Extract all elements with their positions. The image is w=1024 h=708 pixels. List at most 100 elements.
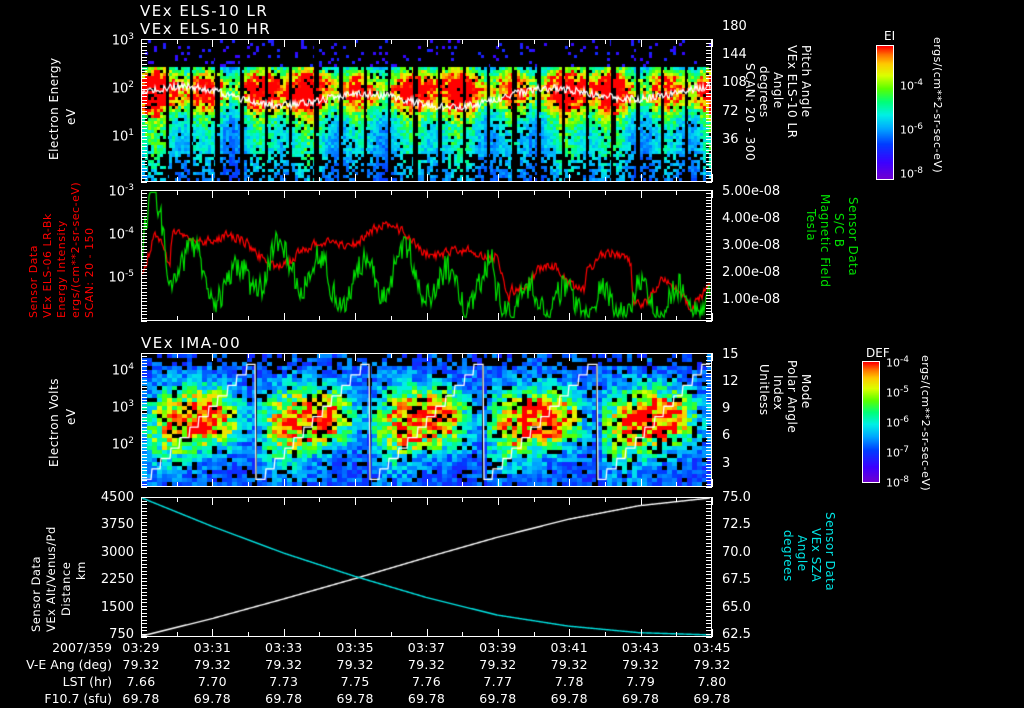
- axis-tick-x: [641, 313, 642, 321]
- axis-tick: [706, 259, 712, 260]
- axis-tick-x: [177, 353, 178, 358]
- axis-tick: [141, 96, 147, 97]
- axis-tick: [141, 200, 147, 201]
- panel4-ytick-4500: 4500: [100, 490, 134, 505]
- panel3-ytick-3: 103: [82, 399, 134, 415]
- axis-tick: [141, 588, 147, 589]
- axis-tick: [141, 546, 147, 547]
- tick-mantissa: 10: [900, 123, 914, 137]
- axis-tick: [141, 301, 147, 302]
- axis-tick: [706, 298, 712, 299]
- axis-tick: [706, 387, 712, 388]
- panel2-right-tick-0: 5.00e-08: [722, 184, 781, 199]
- axis-tick: [141, 82, 147, 83]
- axis-tick: [706, 190, 712, 191]
- axis-tick: [706, 150, 712, 151]
- axis-tick-x: [212, 190, 213, 198]
- axis-tick: [141, 107, 147, 108]
- axis-tick: [706, 403, 712, 404]
- tick-mantissa: 10: [886, 416, 900, 430]
- axis-tick-x: [498, 479, 499, 487]
- axis-tick: [141, 420, 147, 421]
- axis-tick-x: [676, 316, 677, 321]
- tick-exponent: -8: [914, 166, 923, 176]
- axis-tick: [706, 85, 712, 86]
- axis-tick: [706, 599, 712, 600]
- axis-tick: [141, 146, 147, 147]
- axis-tick: [141, 295, 147, 296]
- axis-tick: [141, 407, 147, 408]
- axis-tick-x: [319, 482, 320, 487]
- axis-tick-x: [177, 632, 178, 637]
- axis-tick-x: [248, 177, 249, 182]
- ve-ang-value: 79.32: [693, 657, 731, 672]
- axis-tick-x: [355, 629, 356, 637]
- axis-tick: [141, 46, 147, 47]
- axis-tick-x: [141, 174, 142, 182]
- panel1-colorbar-title: EI: [884, 29, 896, 43]
- axis-tick: [706, 497, 712, 498]
- axis-tick: [141, 417, 147, 418]
- axis-tick-x: [676, 632, 677, 637]
- lst-value: 7.77: [483, 674, 513, 689]
- axis-tick: [706, 233, 712, 234]
- axis-tick: [706, 219, 712, 220]
- panel2-ytick-1: 10-4: [82, 226, 134, 242]
- tick-mantissa: 10: [108, 270, 126, 286]
- axis-tick: [706, 433, 712, 434]
- panel4-right-tick-750: 75.0: [722, 490, 751, 505]
- axis-tick-x: [319, 190, 320, 195]
- axis-tick: [141, 168, 147, 169]
- axis-tick: [141, 620, 147, 621]
- axis-tick: [706, 125, 712, 126]
- axis-tick: [141, 60, 147, 61]
- axis-tick-x: [248, 316, 249, 321]
- axis-tick: [706, 571, 712, 572]
- axis-tick-x: [498, 39, 499, 47]
- tick-mantissa: 10: [900, 79, 914, 93]
- axis-tick-x: [284, 39, 285, 47]
- lst-value: 7.78: [554, 674, 584, 689]
- axis-tick: [706, 464, 712, 465]
- axis-tick-x: [248, 39, 249, 44]
- axis-tick: [141, 132, 147, 133]
- axis-tick-x: [462, 497, 463, 502]
- axis-tick: [141, 262, 147, 263]
- axis-tick: [706, 443, 712, 444]
- axis-tick: [706, 470, 712, 471]
- tick-exponent: -5: [125, 269, 134, 279]
- axis-tick: [141, 504, 147, 505]
- axis-tick: [706, 373, 712, 374]
- axis-tick-x: [391, 482, 392, 487]
- panel2-right-label-line2: S/C B: [832, 213, 846, 248]
- panel3-plot-area: [141, 353, 712, 487]
- axis-tick-x: [177, 190, 178, 195]
- axis-tick: [706, 440, 712, 441]
- axis-tick: [141, 193, 147, 194]
- axis-tick: [706, 213, 712, 214]
- axis-tick: [141, 226, 147, 227]
- axis-tick: [706, 89, 712, 90]
- axis-tick-x: [498, 313, 499, 321]
- panel3-ytick-4: 104: [82, 362, 134, 378]
- axis-tick: [706, 178, 712, 179]
- tick-exponent: 2: [128, 80, 134, 90]
- axis-tick: [706, 447, 712, 448]
- panel1-right-tick-144: 144: [722, 47, 747, 62]
- axis-tick: [706, 370, 712, 371]
- axis-tick: [706, 627, 712, 628]
- axis-tick: [141, 592, 147, 593]
- time-value: 03:37: [407, 640, 446, 655]
- axis-tick-x: [212, 313, 213, 321]
- axis-tick: [706, 256, 712, 257]
- axis-tick: [706, 278, 712, 279]
- axis-tick-x: [427, 497, 428, 505]
- axis-tick: [141, 171, 147, 172]
- tick-mantissa: 10: [111, 400, 129, 416]
- axis-tick: [706, 450, 712, 451]
- axis-tick: [141, 233, 147, 234]
- panel2-right-label-line4: Tesla: [804, 209, 818, 242]
- axis-tick: [706, 246, 712, 247]
- axis-tick: [141, 376, 147, 377]
- panel2-plot-area: [141, 190, 712, 321]
